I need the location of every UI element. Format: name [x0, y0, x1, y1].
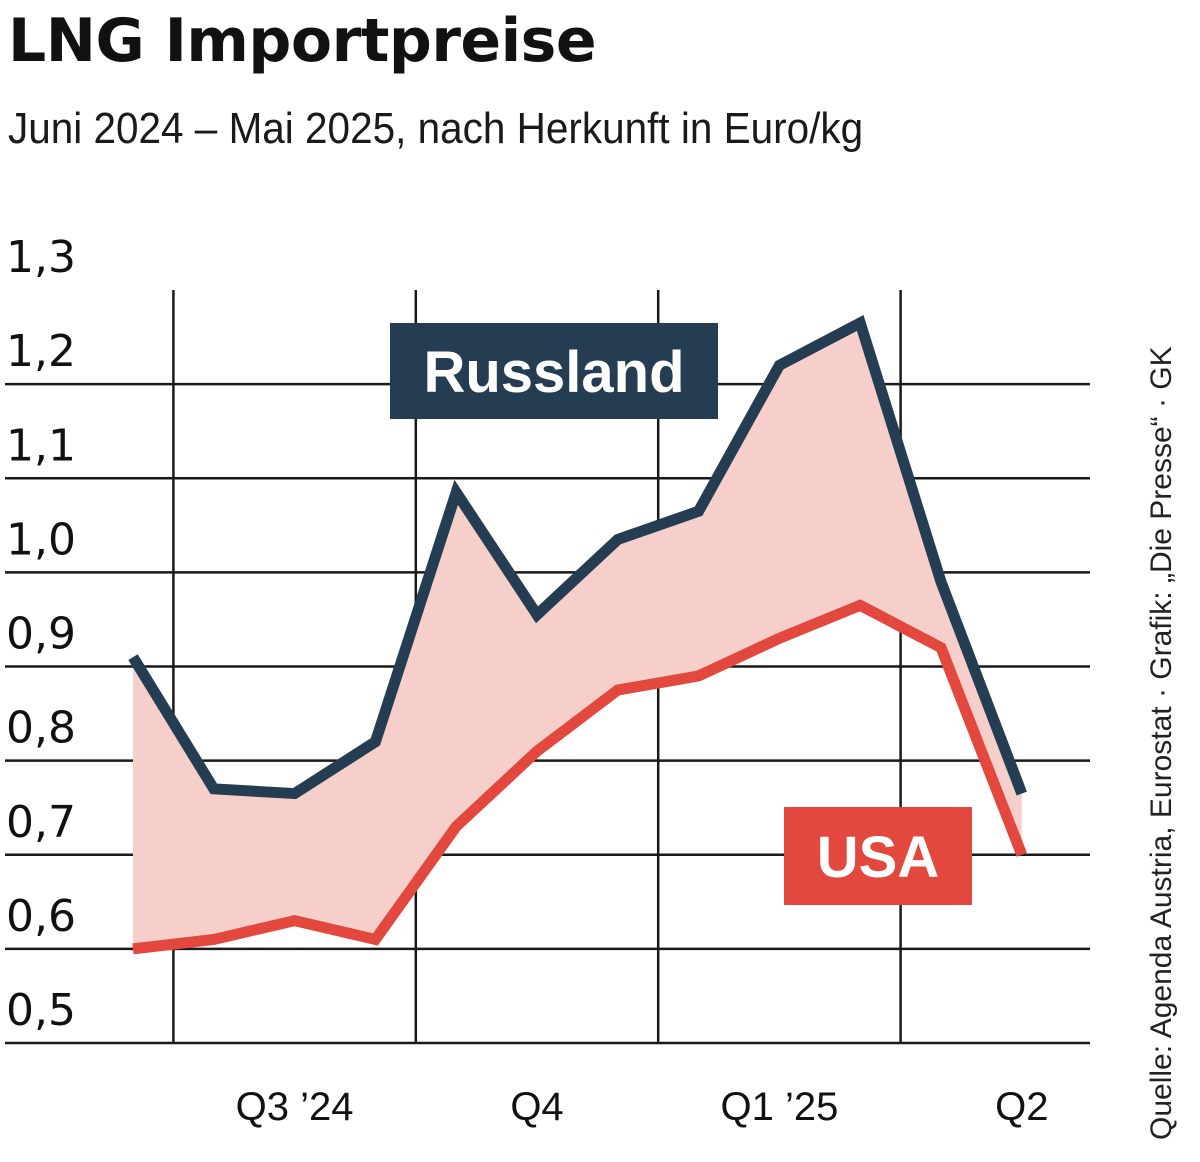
y-tick-label: 0,6 — [6, 891, 76, 942]
difference-area — [133, 322, 1022, 949]
x-tick-label: Q3 ’24 — [236, 1085, 354, 1129]
chart-title: LNG Importpreise — [8, 6, 597, 76]
x-tick-label: Q2 — [995, 1085, 1048, 1129]
series-label-box-usa — [784, 807, 972, 905]
series-labels: Russland USA — [390, 323, 972, 905]
y-tick-label: 0,5 — [6, 985, 76, 1036]
series-label-russland: Russland — [423, 340, 684, 405]
y-tick-label: 1,0 — [6, 514, 76, 565]
y-tick-label: 1,2 — [6, 326, 76, 377]
area-between-series — [133, 322, 1022, 949]
series-lines — [128, 315, 1027, 955]
source-note: Quelle: Agenda Austria, Eurostat · Grafi… — [1145, 346, 1178, 1140]
series-label-box-russland — [390, 323, 718, 419]
y-tick-label: 0,9 — [6, 609, 76, 660]
series-label-usa: USA — [817, 825, 939, 890]
y-tick-label: 1,1 — [6, 420, 76, 471]
x-axis-ticks: Q3 ’24 Q4 Q1 ’25 Q2 — [236, 1085, 1049, 1129]
y-tick-label: 0,8 — [6, 703, 76, 754]
series-line-usa — [132, 599, 1027, 955]
chart-subtitle: Juni 2024 – Mai 2025, nach Herkunft in E… — [8, 104, 864, 153]
y-tick-label: 1,3 — [6, 232, 76, 283]
series-line-russland — [128, 315, 1027, 800]
x-tick-label: Q1 ’25 — [720, 1085, 838, 1129]
y-tick-label: 0,7 — [6, 797, 76, 848]
y-axis-ticks: 0,5 0,6 0,7 0,8 0,9 1,0 1,1 1,2 1,3 — [6, 232, 76, 1036]
x-tick-label: Q4 — [510, 1085, 563, 1129]
